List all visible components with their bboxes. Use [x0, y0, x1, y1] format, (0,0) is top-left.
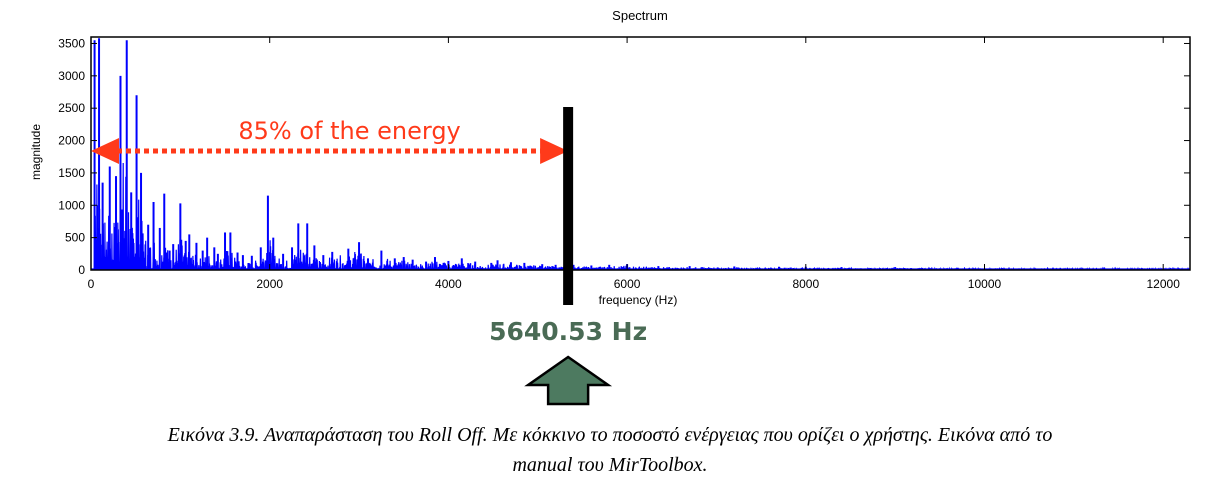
- y-tick-label: 2500: [58, 101, 85, 115]
- figure-caption: Εικόνα 3.9. Αναπαράσταση του Roll Off. Μ…: [0, 420, 1220, 480]
- y-tick-label: 500: [65, 231, 85, 245]
- spectrum-series: [91, 38, 1190, 270]
- y-tick-label: 0: [78, 263, 85, 277]
- x-tick-label: 4000: [435, 277, 462, 291]
- x-tick-label: 12000: [1147, 277, 1181, 291]
- x-tick-label: 10000: [968, 277, 1002, 291]
- caption-line-2: manual του MirToolbox.: [512, 454, 708, 476]
- y-tick-label: 3000: [58, 69, 85, 83]
- y-axis-label: magnitude: [29, 124, 43, 180]
- x-tick-label: 0: [88, 277, 95, 291]
- x-axis-label: frequency (Hz): [599, 293, 678, 307]
- energy-arrow-left-head: [91, 138, 119, 165]
- x-tick-label: 6000: [614, 277, 641, 291]
- plot-frame: [90, 36, 1191, 271]
- x-tick-label: 8000: [792, 277, 819, 291]
- spectrum-baseline: [91, 268, 1190, 270]
- y-axis: 0 500 1000 1500 2000 2500 3000 3500: [58, 36, 1190, 277]
- rolloff-marker-bar: [563, 107, 574, 305]
- y-tick-label: 1500: [58, 166, 85, 180]
- energy-annotation: 85% of the energy: [91, 117, 569, 165]
- energy-arrow-right-head: [540, 138, 569, 165]
- chart-title: Spectrum: [612, 8, 668, 23]
- caption-line-1: Εικόνα 3.9. Αναπαράσταση του Roll Off. Μ…: [167, 424, 1053, 446]
- y-tick-label: 2000: [58, 134, 85, 148]
- y-tick-label: 1000: [58, 198, 85, 212]
- x-axis: 0 2000 4000 6000 8000 10000 12000: [88, 37, 1181, 291]
- up-arrow-icon: [524, 355, 613, 406]
- x-tick-label: 2000: [256, 277, 283, 291]
- y-tick-label: 3500: [58, 36, 85, 50]
- rolloff-frequency-label: 5640.53 Hz: [489, 317, 647, 346]
- energy-label: 85% of the energy: [238, 117, 460, 145]
